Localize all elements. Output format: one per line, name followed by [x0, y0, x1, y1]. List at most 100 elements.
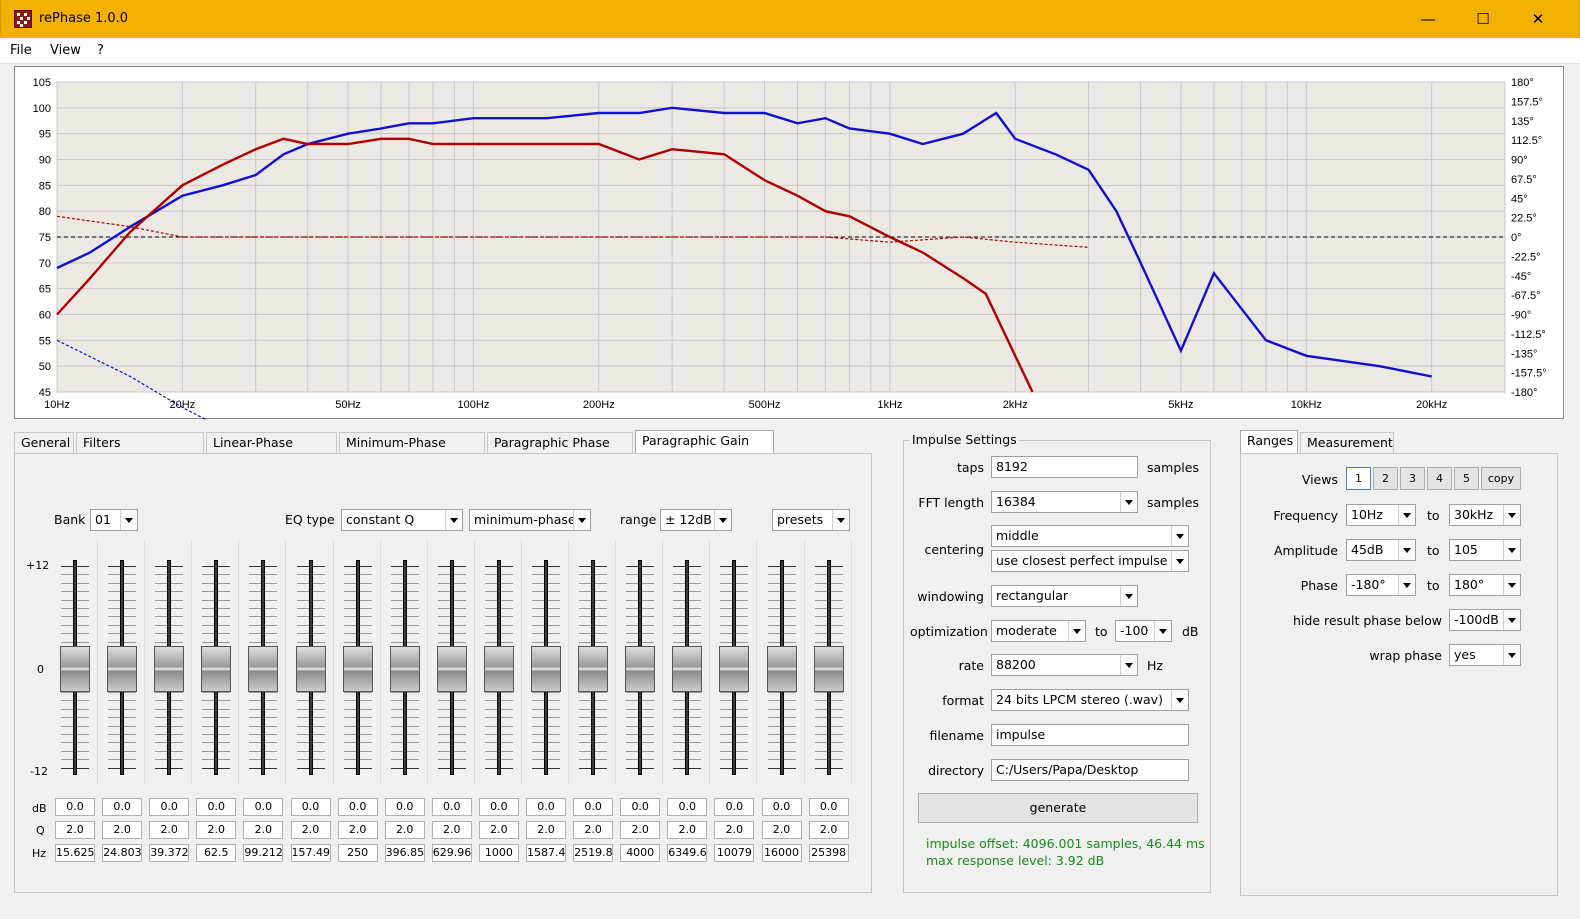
fader-knob[interactable]: [201, 646, 232, 692]
rate-select[interactable]: 88200: [991, 654, 1138, 676]
band-q-input[interactable]: 2.0: [102, 821, 143, 839]
menu-help[interactable]: ?: [97, 43, 104, 58]
band-q-input[interactable]: 2.0: [808, 821, 849, 839]
band-hz-input[interactable]: 1587.4: [526, 844, 566, 862]
band-q-input[interactable]: 2.0: [196, 821, 237, 839]
centering-mode-select[interactable]: use closest perfect impulse: [991, 550, 1189, 572]
band-hz-input[interactable]: 10079: [714, 844, 755, 862]
menu-view[interactable]: View: [50, 43, 81, 58]
response-graph[interactable]: 105 100 95 90 85 80 75 70 65 60 55 50 45 180° 157.5° 13…: [14, 66, 1564, 420]
band-db-input[interactable]: 0.0: [714, 798, 755, 816]
phase-type-select[interactable]: minimum-phase: [469, 509, 591, 531]
tab-paragraphic-phase-eq[interactable]: Paragraphic Phase EQ: [487, 432, 633, 470]
phase-from-select[interactable]: -180°: [1346, 574, 1416, 596]
bank-select[interactable]: 01: [90, 509, 138, 531]
fader-knob[interactable]: [389, 646, 420, 692]
band-q-input[interactable]: 2.0: [384, 821, 425, 839]
band-q-input[interactable]: 2.0: [290, 821, 331, 839]
band-q-input[interactable]: 2.0: [431, 821, 472, 839]
band-db-input[interactable]: 0.0: [196, 798, 237, 816]
fader-knob[interactable]: [107, 646, 138, 692]
wrap-phase-select[interactable]: yes: [1449, 644, 1521, 666]
tab-paragraphic-gain-eq[interactable]: Paragraphic Gain EQ: [635, 430, 774, 468]
taps-input[interactable]: 8192: [991, 456, 1138, 478]
amplitude-from-select[interactable]: 45dB: [1346, 539, 1416, 561]
band-db-input[interactable]: 0.0: [667, 798, 708, 816]
tab-ranges[interactable]: Ranges: [1240, 430, 1298, 454]
band-q-input[interactable]: 2.0: [149, 821, 190, 839]
phase-to-select[interactable]: 180°: [1449, 574, 1521, 596]
range-select[interactable]: ± 12dB: [660, 509, 732, 531]
fader-knob[interactable]: [625, 646, 656, 692]
band-db-input[interactable]: 0.0: [573, 798, 614, 816]
tab-general[interactable]: General: [14, 432, 74, 454]
band-db-input[interactable]: 0.0: [149, 798, 190, 816]
band-db-input[interactable]: 0.0: [384, 798, 425, 816]
tab-measurement[interactable]: Measurement: [1300, 432, 1394, 454]
band-db-input[interactable]: 0.0: [526, 798, 566, 816]
fader-knob[interactable]: [295, 646, 326, 692]
view-3-button[interactable]: 3: [1400, 467, 1425, 490]
frequency-to-select[interactable]: 30kHz: [1449, 504, 1521, 526]
fader-knob[interactable]: [436, 646, 467, 692]
eq-type-select[interactable]: constant Q: [341, 509, 463, 531]
amplitude-to-select[interactable]: 105: [1449, 539, 1521, 561]
band-hz-input[interactable]: 39.372: [149, 844, 190, 862]
band-q-input[interactable]: 2.0: [337, 821, 378, 839]
windowing-select[interactable]: rectangular: [991, 585, 1138, 607]
band-hz-input[interactable]: 25398: [808, 844, 849, 862]
presets-select[interactable]: presets: [772, 509, 850, 531]
tab-linear-phase-filters[interactable]: Linear-Phase Filters: [206, 432, 337, 470]
band-hz-input[interactable]: 157.49: [290, 844, 331, 862]
view-5-button[interactable]: 5: [1454, 467, 1479, 490]
band-hz-input[interactable]: 4000: [620, 844, 661, 862]
band-db-input[interactable]: 0.0: [431, 798, 472, 816]
tab-minimum-phase-filters[interactable]: Minimum-Phase Filters: [339, 432, 485, 470]
band-q-input[interactable]: 2.0: [243, 821, 284, 839]
hide-phase-select[interactable]: -100dB: [1449, 609, 1521, 631]
band-q-input[interactable]: 2.0: [761, 821, 802, 839]
band-hz-input[interactable]: 629.96: [431, 844, 472, 862]
band-q-input[interactable]: 2.0: [55, 821, 95, 839]
optimization-select[interactable]: moderate: [991, 620, 1086, 642]
optimization-db-select[interactable]: -100: [1115, 620, 1172, 642]
fader-knob[interactable]: [154, 646, 185, 692]
view-1-button[interactable]: 1: [1346, 467, 1371, 490]
band-hz-input[interactable]: 24.803: [102, 844, 143, 862]
band-hz-input[interactable]: 6349.6: [667, 844, 708, 862]
band-q-input[interactable]: 2.0: [526, 821, 566, 839]
centering-select[interactable]: middle: [991, 525, 1189, 547]
band-q-input[interactable]: 2.0: [573, 821, 614, 839]
band-q-input[interactable]: 2.0: [478, 821, 519, 839]
band-db-input[interactable]: 0.0: [808, 798, 849, 816]
format-select[interactable]: 24 bits LPCM stereo (.wav): [991, 689, 1189, 711]
band-db-input[interactable]: 0.0: [243, 798, 284, 816]
band-hz-input[interactable]: 16000: [761, 844, 802, 862]
band-hz-input[interactable]: 2519.8: [573, 844, 614, 862]
fader-knob[interactable]: [531, 646, 561, 692]
band-db-input[interactable]: 0.0: [102, 798, 143, 816]
band-hz-input[interactable]: 1000: [478, 844, 519, 862]
band-db-input[interactable]: 0.0: [290, 798, 331, 816]
band-db-input[interactable]: 0.0: [761, 798, 802, 816]
directory-input[interactable]: C:/Users/Papa/Desktop: [991, 759, 1189, 781]
fft-length-select[interactable]: 16384: [991, 491, 1138, 513]
minimize-button[interactable]: —: [1420, 10, 1436, 28]
band-hz-input[interactable]: 250: [337, 844, 378, 862]
view-2-button[interactable]: 2: [1373, 467, 1398, 490]
fader-knob[interactable]: [60, 646, 90, 692]
fader-knob[interactable]: [766, 646, 797, 692]
band-q-input[interactable]: 2.0: [620, 821, 661, 839]
fader-knob[interactable]: [483, 646, 514, 692]
tab-filters-linearization[interactable]: Filters Linearization: [76, 432, 204, 470]
band-db-input[interactable]: 0.0: [55, 798, 95, 816]
fader-knob[interactable]: [672, 646, 703, 692]
fader-knob[interactable]: [719, 646, 750, 692]
frequency-from-select[interactable]: 10Hz: [1346, 504, 1416, 526]
band-hz-input[interactable]: 15.625: [55, 844, 95, 862]
band-hz-input[interactable]: 99.212: [243, 844, 284, 862]
view-4-button[interactable]: 4: [1427, 467, 1452, 490]
band-db-input[interactable]: 0.0: [337, 798, 378, 816]
band-q-input[interactable]: 2.0: [714, 821, 755, 839]
filename-input[interactable]: impulse: [991, 724, 1189, 746]
